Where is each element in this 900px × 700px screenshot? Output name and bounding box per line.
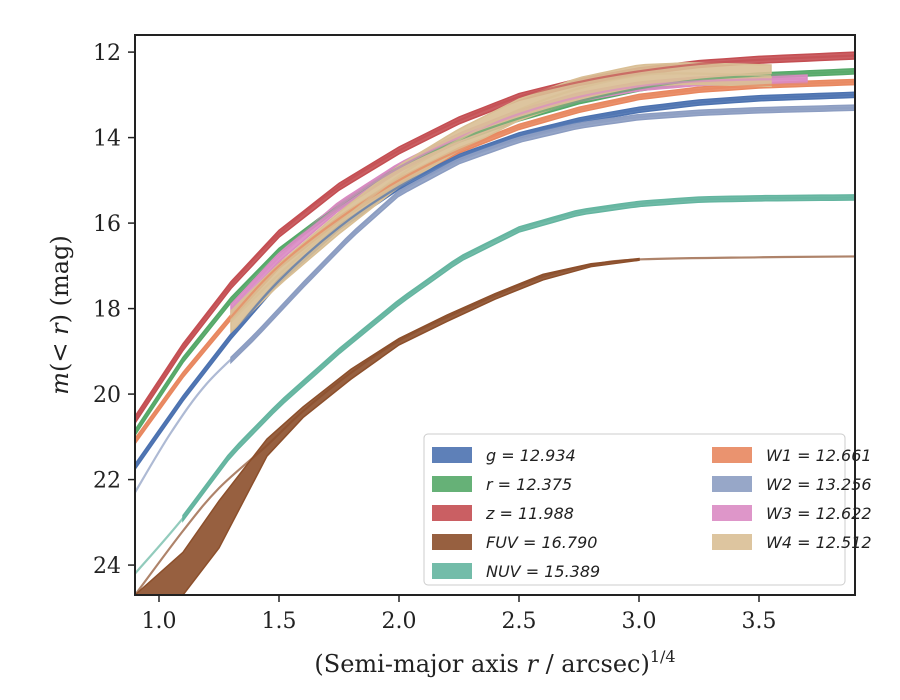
legend-label: g = 12.934 bbox=[486, 446, 576, 465]
x-tick-label: 1.0 bbox=[142, 609, 177, 634]
y-axis: 12 14 16 18 20 22 24 bbox=[93, 41, 135, 579]
y-tick-label: 12 bbox=[93, 41, 121, 66]
y-tick-label: 14 bbox=[93, 127, 121, 152]
legend-swatch bbox=[432, 534, 472, 550]
legend-swatch bbox=[432, 476, 472, 492]
series-line-w2 bbox=[135, 106, 855, 493]
plot-frame bbox=[134, 34, 856, 596]
legend-label: W3 = 12.622 bbox=[766, 504, 872, 523]
series-line-z bbox=[135, 54, 855, 421]
series-lines bbox=[135, 54, 855, 595]
series-line-w1 bbox=[135, 80, 855, 442]
legend-label: r = 12.375 bbox=[486, 475, 572, 494]
series-line-g bbox=[135, 93, 855, 468]
x-tick-label: 1.5 bbox=[262, 609, 297, 634]
legend-item-w2: W2 = 13.256 bbox=[712, 475, 872, 494]
legend-item-fuv: FUV = 16.790 bbox=[432, 533, 597, 552]
legend-swatch bbox=[712, 476, 752, 492]
series-line-w4 bbox=[230, 72, 772, 323]
legend-swatch bbox=[712, 505, 752, 521]
legend-item-nuv: NUV = 15.389 bbox=[432, 562, 600, 581]
x-tick-label: 3.5 bbox=[742, 609, 777, 634]
legend-item-w3: W3 = 12.622 bbox=[712, 504, 872, 523]
series-line-w3 bbox=[230, 77, 808, 310]
legend-label: FUV = 16.790 bbox=[486, 533, 597, 552]
legend-item-w1: W1 = 12.661 bbox=[712, 446, 872, 465]
y-tick-label: 18 bbox=[93, 298, 121, 323]
series-band-w1 bbox=[135, 78, 855, 445]
x-axis-label: (Semi-major axis r / arcsec)1/4 bbox=[314, 647, 675, 678]
legend-label: W4 = 12.512 bbox=[766, 533, 872, 552]
x-tick-label: 2.5 bbox=[502, 609, 537, 634]
y-tick-label: 16 bbox=[93, 212, 121, 237]
x-tick-label: 3.0 bbox=[622, 609, 657, 634]
y-tick-label: 22 bbox=[93, 469, 121, 494]
legend-swatch bbox=[712, 534, 752, 550]
series-line-fuv bbox=[135, 255, 855, 595]
legend-label: z = 11.988 bbox=[485, 504, 574, 523]
legend-swatch bbox=[432, 447, 472, 463]
legend-label: NUV = 15.389 bbox=[486, 562, 600, 581]
series-band-nuv bbox=[182, 194, 855, 523]
legend-swatch bbox=[712, 447, 752, 463]
legend: g = 12.934 r = 12.375 z = 11.988 FUV = 16.7… bbox=[423, 433, 872, 586]
y-tick-label: 24 bbox=[93, 554, 121, 579]
legend-swatch bbox=[432, 505, 472, 521]
legend-item-g: g = 12.934 bbox=[432, 446, 576, 465]
x-axis: 1.0 1.5 2.0 2.5 3.0 3.5 bbox=[142, 595, 777, 634]
legend-label: W2 = 13.256 bbox=[766, 475, 872, 494]
legend-item-w4: W4 = 12.512 bbox=[712, 533, 872, 552]
series-line-nuv bbox=[135, 196, 855, 575]
legend-label: W1 = 12.661 bbox=[766, 446, 872, 465]
series-band-z bbox=[135, 51, 855, 425]
legend-item-z: z = 11.988 bbox=[432, 504, 574, 523]
legend-item-r: r = 12.375 bbox=[432, 475, 572, 494]
series-band-w2 bbox=[230, 104, 855, 365]
y-axis-label: m(< r) (mag) bbox=[46, 235, 74, 395]
series-line-r bbox=[135, 70, 855, 434]
legend-swatch bbox=[432, 563, 472, 579]
x-tick-label: 2.0 bbox=[382, 609, 417, 634]
y-tick-label: 20 bbox=[93, 383, 121, 408]
